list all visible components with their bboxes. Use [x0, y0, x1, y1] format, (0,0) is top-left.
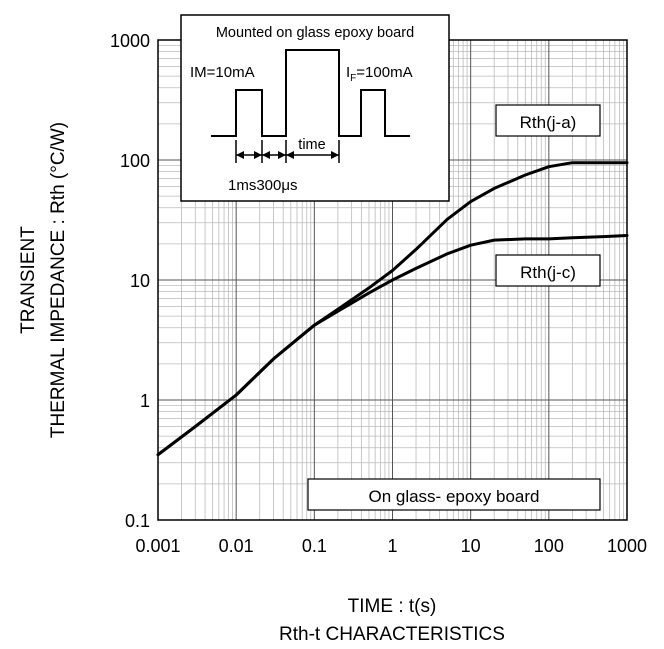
x-tick-label: 1000 — [607, 536, 647, 556]
rth-ja-annotation: Rth(j-a) — [495, 104, 601, 137]
x-tick-label: 100 — [534, 536, 564, 556]
rth-jc-annotation: Rth(j-c) — [495, 254, 601, 287]
x-tick-label: 1 — [387, 536, 397, 556]
board-annotation: On glass- epoxy board — [307, 478, 601, 511]
y-tick-label: 1000 — [110, 31, 150, 51]
chart-caption: Rth-t CHARACTERISTICS — [279, 624, 505, 645]
x-tick-label: 0.1 — [302, 536, 327, 556]
y-tick-label: 1 — [140, 391, 150, 411]
x-tick-label: 10 — [461, 536, 481, 556]
board-label: On glass- epoxy board — [368, 487, 539, 506]
arrowheads — [236, 151, 339, 159]
series-lines — [156, 161, 629, 457]
y-axis-label-line1: TRANSIENT — [18, 226, 39, 334]
inset-width-labels: 1ms300μs — [228, 177, 298, 194]
y-tick-label: 10 — [130, 271, 150, 291]
y-axis-label-line2: THERMAL IMPEDANCE : Rth (°C/W) — [48, 122, 69, 438]
inset-if-label: IF=100mA — [346, 64, 413, 84]
rth-ja-label: Rth(j-a) — [520, 113, 577, 132]
inset-title: Mounted on glass epoxy board — [216, 25, 414, 41]
pulse-inset: Mounted on glass epoxy board IM=10mA IF=… — [180, 14, 450, 202]
y-tick-label: 0.1 — [125, 511, 150, 531]
x-tick-label: 0.01 — [219, 536, 254, 556]
inset-time-label: time — [298, 137, 325, 153]
tick-labels: 0.001 0.01 0.1 1 10 100 1000 0.1 1 10 100 1000 — [110, 31, 647, 556]
series-line-rth-jc — [156, 234, 629, 457]
rth-jc-label: Rth(j-c) — [520, 263, 576, 282]
inset-frame — [180, 14, 450, 202]
inset-im-label: IM=10mA — [190, 64, 255, 81]
x-axis-label: TIME : t(s) — [348, 596, 437, 617]
y-tick-label: 100 — [120, 151, 150, 171]
pulse-waveform — [211, 49, 410, 137]
x-tick-label: 0.001 — [135, 536, 180, 556]
